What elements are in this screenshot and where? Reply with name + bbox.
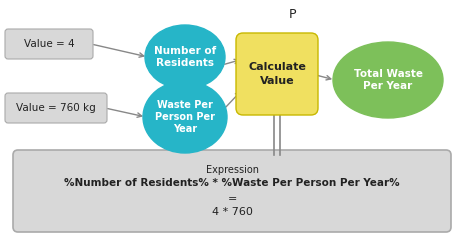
Ellipse shape: [333, 42, 443, 118]
Text: Value = 760 kg: Value = 760 kg: [16, 103, 96, 113]
FancyBboxPatch shape: [236, 33, 318, 115]
Ellipse shape: [145, 25, 225, 89]
FancyBboxPatch shape: [5, 93, 107, 123]
FancyBboxPatch shape: [5, 29, 93, 59]
Ellipse shape: [143, 81, 227, 153]
Text: Expression: Expression: [206, 165, 259, 175]
Text: Value = 4: Value = 4: [24, 39, 74, 49]
Text: =: =: [227, 194, 237, 204]
Text: P: P: [288, 8, 296, 21]
Text: Number of
Residents: Number of Residents: [154, 46, 216, 68]
Text: %Number of Residents% * %Waste Per Person Per Year%: %Number of Residents% * %Waste Per Perso…: [64, 178, 400, 188]
Text: Calculate
Value: Calculate Value: [248, 63, 306, 86]
Text: Waste Per
Person Per
Year: Waste Per Person Per Year: [155, 100, 215, 134]
FancyBboxPatch shape: [13, 150, 451, 232]
Text: Total Waste
Per Year: Total Waste Per Year: [353, 69, 423, 91]
Text: 4 * 760: 4 * 760: [212, 207, 252, 217]
